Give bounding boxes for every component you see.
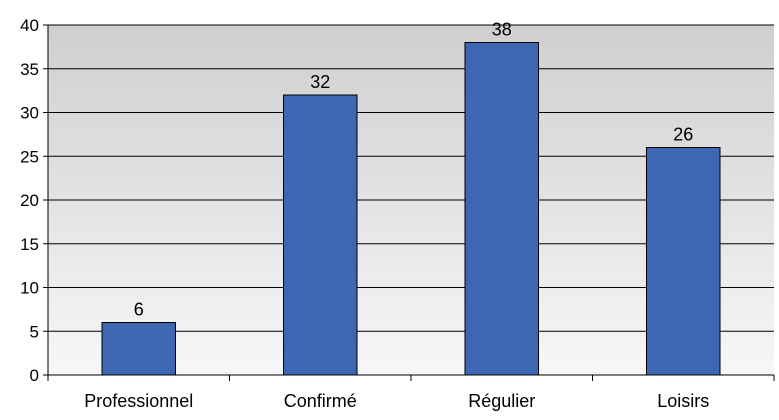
x-tick-label: Loisirs [657, 391, 709, 411]
y-tick-label: 35 [20, 60, 39, 79]
y-tick-label: 40 [20, 16, 39, 35]
data-label: 32 [310, 72, 330, 92]
y-tick-label: 15 [20, 235, 39, 254]
y-tick-label: 5 [30, 322, 39, 341]
bar [101, 322, 177, 376]
x-tick-label: Professionnel [84, 391, 193, 411]
y-tick-label: 20 [20, 191, 39, 210]
bars [101, 42, 721, 376]
y-tick-label: 0 [30, 366, 39, 385]
bar [645, 147, 721, 376]
y-tick-label: 25 [20, 147, 39, 166]
bar [282, 94, 358, 376]
y-tick-label: 30 [20, 104, 39, 123]
data-label: 38 [492, 20, 512, 40]
x-tick-label: Confirmé [284, 391, 357, 411]
bar [464, 42, 540, 376]
labels: 0 5 10 15 20 25 30 35 40 Professionnel 6 Confirmé 32… [20, 16, 709, 411]
data-label: 6 [134, 300, 144, 320]
y-tick-label: 10 [20, 279, 39, 298]
x-tick-label: Régulier [468, 391, 535, 411]
data-label: 26 [673, 125, 693, 145]
